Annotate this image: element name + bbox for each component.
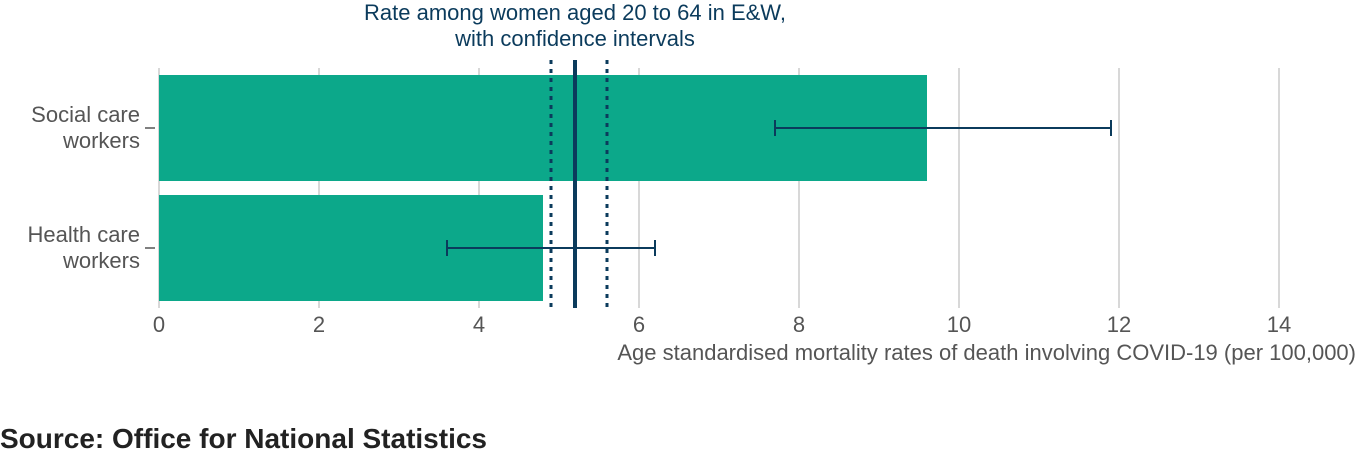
reference-label-text: Rate among women aged 20 to 64 in E&W, wi… bbox=[364, 0, 786, 51]
category-label-line: workers bbox=[62, 128, 140, 153]
category-label: Health care workers bbox=[27, 222, 140, 273]
error-bars bbox=[446, 120, 1112, 256]
reference-lines bbox=[549, 60, 609, 308]
x-tick-label: 12 bbox=[1107, 312, 1131, 337]
category-label: Social care workers bbox=[31, 102, 140, 153]
x-tick-label: 2 bbox=[313, 312, 325, 337]
category-label-line: workers bbox=[62, 248, 140, 273]
x-axis-ticks: 0 2 4 6 8 10 12 14 bbox=[153, 312, 1291, 337]
x-tick-label: 14 bbox=[1267, 312, 1291, 337]
bars bbox=[159, 75, 927, 301]
reference-label-line: Rate among women aged 20 to 64 in E&W, bbox=[364, 0, 786, 25]
x-tick-label: 8 bbox=[793, 312, 805, 337]
category-label-line: Health care bbox=[27, 222, 140, 247]
x-tick-label: 6 bbox=[633, 312, 645, 337]
category-label-line: Social care bbox=[31, 102, 140, 127]
reference-label: Rate among women aged 20 to 64 in E&W, wi… bbox=[364, 0, 786, 51]
x-tick-label: 0 bbox=[153, 312, 165, 337]
x-tick-label: 10 bbox=[947, 312, 971, 337]
x-tick-label: 4 bbox=[473, 312, 485, 337]
source-note: Source: Office for National Statistics bbox=[0, 423, 487, 454]
reference-label-line: with confidence intervals bbox=[454, 26, 695, 51]
x-axis-label: Age standardised mortality rates of deat… bbox=[617, 340, 1356, 365]
